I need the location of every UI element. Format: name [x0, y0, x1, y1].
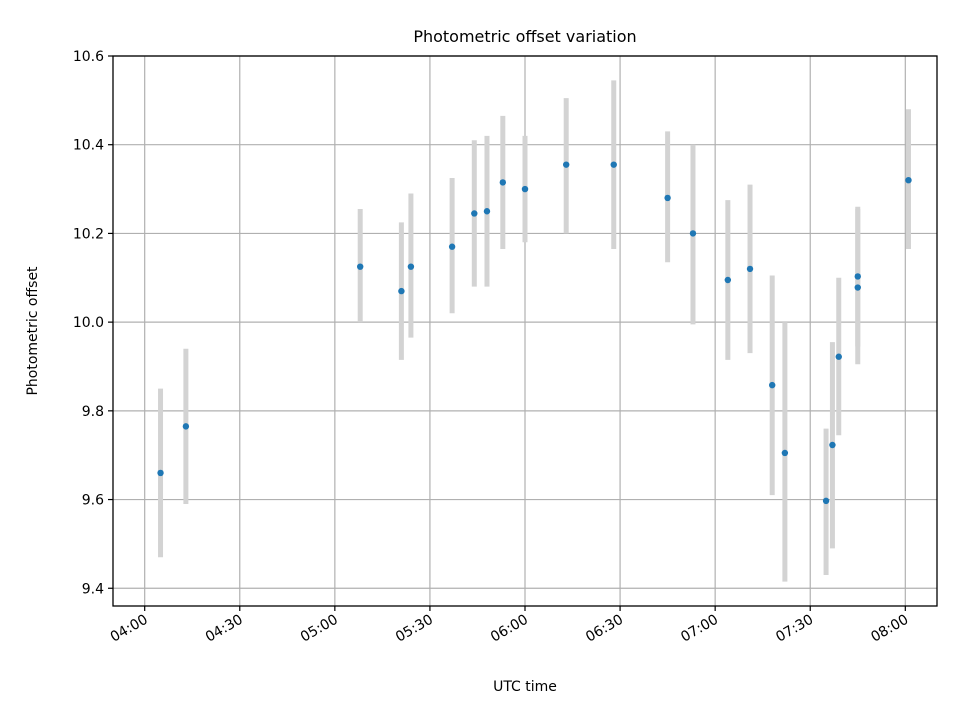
data-point: [854, 284, 861, 291]
data-point: [471, 210, 478, 217]
data-point: [746, 265, 754, 273]
data-point: [610, 161, 617, 168]
y-axis-ticks: 9.4 9.6 9.8 10.0 10.2 10.4 10.6: [73, 49, 113, 597]
data-point: [689, 230, 697, 237]
y-tick-label: 10.4: [73, 138, 104, 154]
chart-title: Photometric offset variation: [413, 27, 636, 46]
data-point: [664, 194, 671, 202]
data-point: [829, 441, 836, 449]
y-tick-label: 9.6: [82, 493, 104, 509]
data-point: [905, 176, 912, 184]
data-point: [724, 276, 732, 284]
data-point: [822, 497, 830, 505]
y-tick-label: 10.0: [73, 315, 104, 331]
data-point: [157, 469, 164, 477]
data-point: [835, 353, 842, 360]
data-point: [182, 423, 190, 430]
data-point: [483, 208, 491, 215]
data-point: [448, 243, 456, 250]
data-point: [854, 273, 861, 280]
data-point: [521, 185, 529, 193]
data-point: [407, 263, 415, 270]
data-point: [499, 179, 507, 186]
y-tick-label: 9.8: [82, 404, 104, 420]
data-point: [398, 287, 405, 295]
y-axis-label: Photometric offset: [25, 266, 41, 396]
data-points: [157, 161, 912, 505]
data-point: [781, 449, 789, 457]
y-tick-label: 10.2: [73, 226, 104, 242]
data-point: [563, 161, 570, 168]
y-tick-label: 10.6: [73, 49, 104, 65]
data-point: [357, 263, 364, 270]
data-point: [769, 381, 776, 389]
x-axis-label: UTC time: [493, 679, 557, 695]
y-tick-label: 9.4: [82, 581, 104, 597]
